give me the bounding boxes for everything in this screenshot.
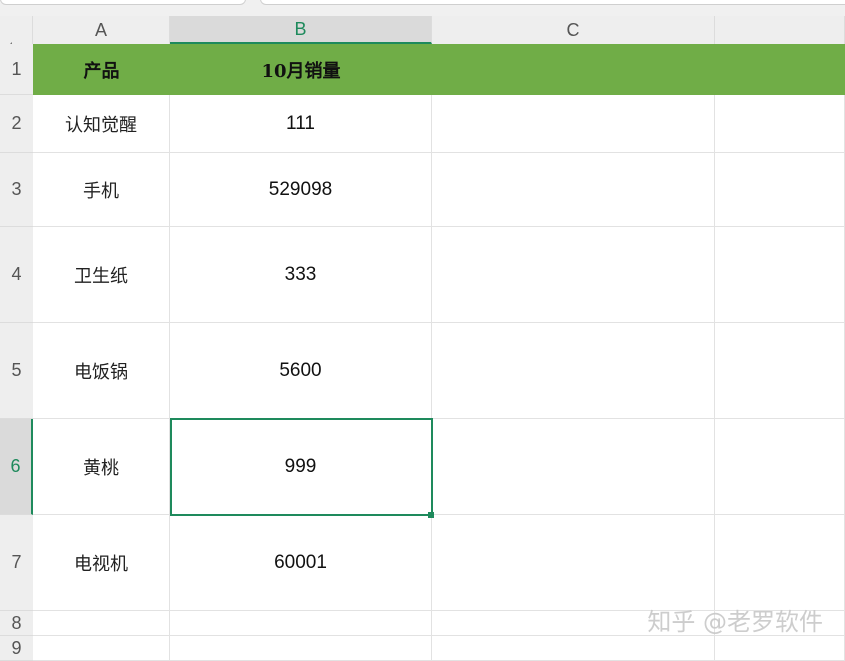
cell-a8[interactable] [33,611,170,636]
row-header-8[interactable]: 8 [0,611,33,636]
cell-c2[interactable] [432,95,715,153]
row-header-9[interactable]: 9 [0,636,33,661]
column-header-c[interactable]: C [432,16,715,44]
cell-b9[interactable] [170,636,432,661]
select-all-button[interactable] [0,16,33,50]
cell-d6[interactable] [715,419,845,515]
cell-c8[interactable] [432,611,715,636]
cell-a6[interactable]: 黄桃 [33,419,170,515]
row-header-2[interactable]: 2 [0,95,33,153]
cell-d3[interactable] [715,153,845,227]
watermark: 知乎 @老罗软件 [647,608,823,636]
cell-d5[interactable] [715,323,845,419]
formula-bar[interactable] [260,0,845,5]
cell-a5[interactable]: 电饭锅 [33,323,170,419]
cell-a7[interactable]: 电视机 [33,515,170,611]
column-header-b[interactable]: B [170,16,432,44]
row-header-6[interactable]: 6 [0,419,33,515]
column-header-d[interactable] [715,16,845,44]
cell-d2[interactable] [715,95,845,153]
cell-d7[interactable] [715,515,845,611]
column-header-a[interactable]: A [33,16,170,44]
cell-c6[interactable] [432,419,715,515]
cell-a9[interactable] [33,636,170,661]
cell-c1[interactable] [432,44,845,95]
fill-handle[interactable] [428,512,434,518]
cell-d9[interactable] [715,636,845,661]
cell-b1[interactable]: 10月销量 [170,44,432,95]
cell-a2[interactable]: 认知觉醒 [33,95,170,153]
row-header-1[interactable]: 1 [0,44,33,95]
row-header-5[interactable]: 5 [0,323,33,419]
cell-b5[interactable]: 5600 [170,323,432,419]
cell-a4[interactable]: 卫生纸 [33,227,170,323]
cell-d4[interactable] [715,227,845,323]
cell-c7[interactable] [432,515,715,611]
cell-c3[interactable] [432,153,715,227]
cell-c4[interactable] [432,227,715,323]
cell-b8[interactable] [170,611,432,636]
cell-a3[interactable]: 手机 [33,153,170,227]
cell-b7[interactable]: 60001 [170,515,432,611]
row-header-3[interactable]: 3 [0,153,33,227]
cell-c5[interactable] [432,323,715,419]
selected-cell-border [170,418,433,516]
cell-b3[interactable]: 529098 [170,153,432,227]
cell-a1[interactable]: 产品 [33,44,170,95]
row-header-4[interactable]: 4 [0,227,33,323]
row-header-7[interactable]: 7 [0,515,33,611]
cell-b2[interactable]: 111 [170,95,432,153]
cell-b4[interactable]: 333 [170,227,432,323]
name-box[interactable] [0,0,246,5]
cell-c9[interactable] [432,636,715,661]
